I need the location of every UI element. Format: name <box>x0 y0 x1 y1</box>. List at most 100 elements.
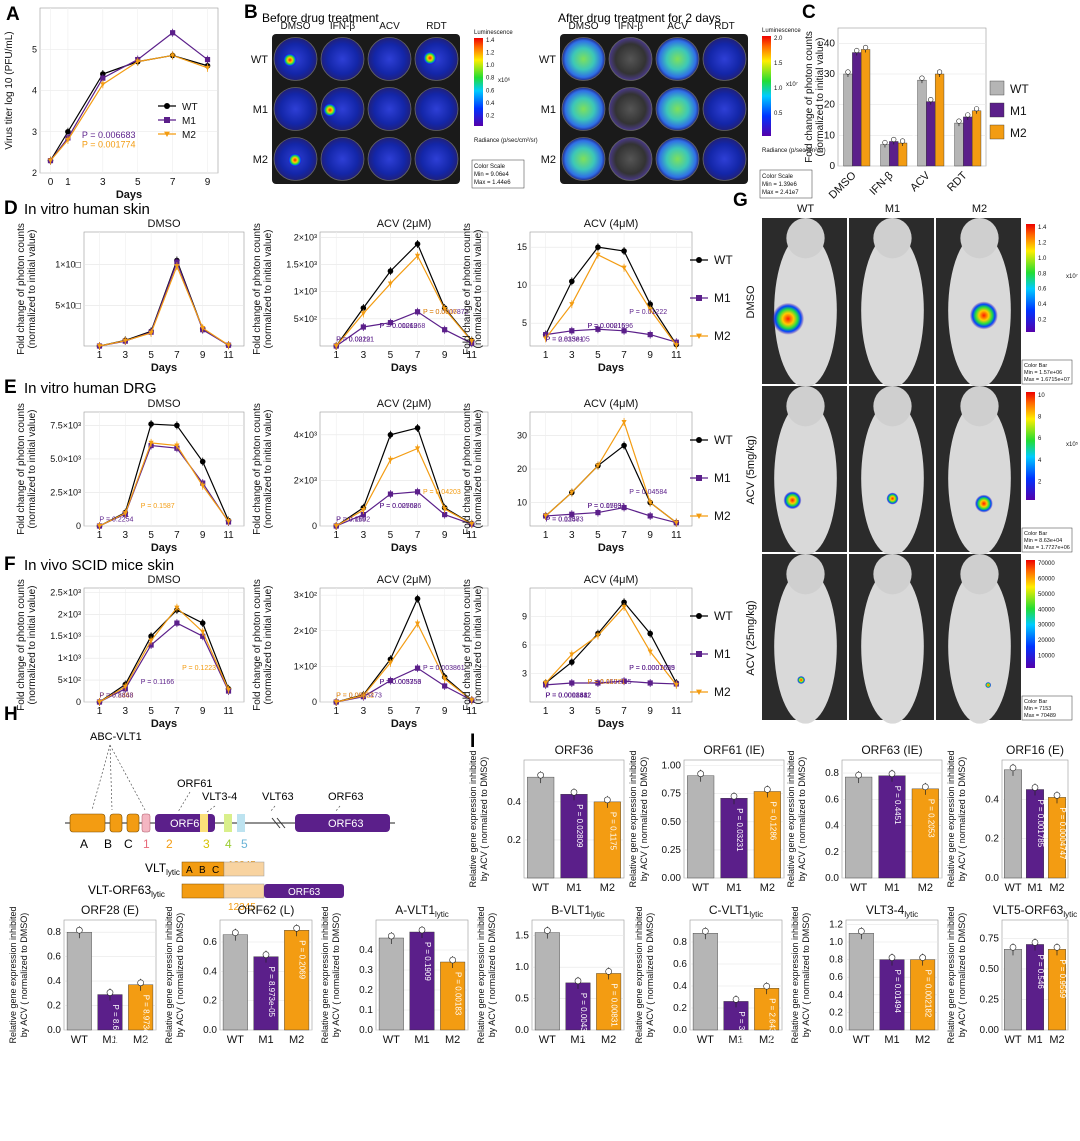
hotspot <box>423 51 437 65</box>
legend-label-M2: M2 <box>714 685 731 699</box>
x-tick-label: M2 <box>133 1034 148 1046</box>
colorbar-scale-text: Color Scale <box>762 174 794 180</box>
y-tick-label: 1×10□ <box>55 260 81 270</box>
h-box-a: A <box>186 865 193 876</box>
data-point-M1 <box>621 504 627 511</box>
h-label-vlt34: VLT3-4 <box>202 791 237 803</box>
plate-row-label: M1 <box>541 104 556 116</box>
y-tick-label: 1.5×10³ <box>50 631 81 641</box>
bar-M1 <box>253 956 279 1031</box>
hotspot <box>323 103 337 117</box>
x-tick-label: 5 <box>595 350 601 361</box>
y-axis-label: by ACV ( normalized to DMSO) <box>479 757 489 882</box>
colorbar-exponent: x10⁷ <box>1066 273 1078 280</box>
chart-F3: 3 6 9 1 3 5 7 9 11 Days ACV (4μM) Fold change of ph… <box>462 574 733 730</box>
series-line-M1 <box>335 311 473 347</box>
p-value: P = 0.001785 <box>1036 800 1045 848</box>
mouse-head <box>873 218 912 259</box>
series-line-M1 <box>545 506 677 524</box>
data-point-M1 <box>387 678 394 684</box>
bar-M2 <box>754 988 780 1031</box>
colorbar-label: Min = 8.63e+04 <box>1024 538 1062 544</box>
bar-M2 <box>934 73 945 167</box>
h-orf63-box-label: ORF63 <box>328 818 363 830</box>
mouse-row-label: DMSO <box>745 285 757 318</box>
panel-b: Before drug treatment After drug treatme… <box>251 11 826 199</box>
y-tick-label: 3 <box>32 127 37 137</box>
data-point-M2 <box>543 336 549 341</box>
data-point-M2 <box>595 633 601 639</box>
data-point-WT <box>569 659 575 665</box>
plate-col-label: DMSO <box>281 21 311 32</box>
p-value: P = 0.9559 <box>1058 959 1067 998</box>
well <box>561 37 606 81</box>
legend-label-M2: M2 <box>714 509 731 523</box>
y-tick-label: 0.25 <box>662 845 682 856</box>
p-value: P = 0.00183 <box>454 972 463 1016</box>
x-tick-label: 9 <box>442 706 448 717</box>
y-tick-label: 0.8 <box>829 955 843 966</box>
data-point-M1 <box>647 513 653 519</box>
bar-M2 <box>596 973 622 1031</box>
bar-M1 <box>720 798 748 879</box>
x-tick-label: M1 <box>566 882 581 894</box>
data-point-M1 <box>204 56 211 63</box>
y-tick-label: 1×10³ <box>58 653 81 663</box>
y-tick-label: 0.4 <box>829 990 843 1001</box>
chart-title: VLT3-4lytic <box>866 903 918 919</box>
colorbar-exponent: x10⁷ <box>786 81 798 88</box>
bar-WT <box>1004 769 1023 879</box>
b-before-title: Before drug treatment <box>262 11 379 25</box>
bar-WT <box>917 79 927 167</box>
colorbar-label-box <box>1021 359 1073 385</box>
chart-I4: 0.0 0.2 0.4 WT M1 P = 0.001785 M2 P = 0.0004747… <box>946 743 1069 894</box>
x-tick-label: 5 <box>148 706 154 717</box>
y-tick-label: 0 <box>76 697 81 707</box>
replicate-dot <box>1031 939 1039 946</box>
colorbar-tick: 0.6 <box>1038 287 1047 293</box>
series-line-M1 <box>545 680 677 686</box>
chart-C: 0 10 20 30 40 DMSO IFN-β ACV RDT Fold change of p… <box>804 27 1029 201</box>
y-axis-label: by ACV ( normalized to DMSO) <box>331 913 341 1038</box>
data-point-M2 <box>414 446 421 452</box>
legend-label-WT: WT <box>714 253 733 267</box>
y-tick-label: 0.0 <box>825 873 839 884</box>
x-tick-label: M2 <box>289 1034 304 1046</box>
data-point-M2 <box>469 521 475 527</box>
x-tick-label: 5 <box>388 706 394 717</box>
x-axis-label: Days <box>598 362 624 374</box>
chart-title: ORF16 (E) <box>1006 743 1064 757</box>
chart-title: VLT5-ORF63lytic <box>993 903 1077 919</box>
y-tick-label: 0.25 <box>980 994 1000 1005</box>
colorbar-tick: 40000 <box>1038 607 1055 613</box>
h-label-abc-vlt1: ABC-VLT1 <box>90 731 142 743</box>
x-tick-label: M2 <box>445 1034 460 1046</box>
data-point-M2 <box>595 252 601 258</box>
x-tick-label: RDT <box>945 169 970 194</box>
x-tick-label: 1 <box>543 350 549 361</box>
p-value: P = 0.01771 <box>587 679 625 686</box>
bar-WT <box>843 73 853 167</box>
data-point-M1 <box>442 327 448 333</box>
well <box>655 87 700 131</box>
data-point-M1 <box>569 680 575 686</box>
colorbar-scale-text: Min = 1.39e6 <box>762 182 798 188</box>
replicate-dot <box>544 927 551 934</box>
x-tick-label: 9 <box>200 706 206 717</box>
series-line-M1 <box>336 667 473 703</box>
p-value: P = 0.04584 <box>629 489 667 496</box>
well <box>608 137 653 181</box>
replicate-dot <box>764 786 771 793</box>
y-tick-label: 10 <box>517 280 527 290</box>
replicate-dot <box>855 771 862 779</box>
data-point-WT <box>647 630 653 637</box>
chart-title: ORF61 (IE) <box>703 743 764 757</box>
series-line-M2 <box>335 447 473 527</box>
p-value: P = 8.612e-05 <box>111 1005 120 1056</box>
y-axis-label: Relative gene expression inhibited <box>946 906 956 1043</box>
plate-col-label: DMSO <box>569 21 599 32</box>
luminescence-spot <box>783 491 802 510</box>
replicate-dot <box>232 929 239 936</box>
series-line-M2 <box>99 264 229 347</box>
y-tick-label: 5.0×10³ <box>50 454 81 464</box>
